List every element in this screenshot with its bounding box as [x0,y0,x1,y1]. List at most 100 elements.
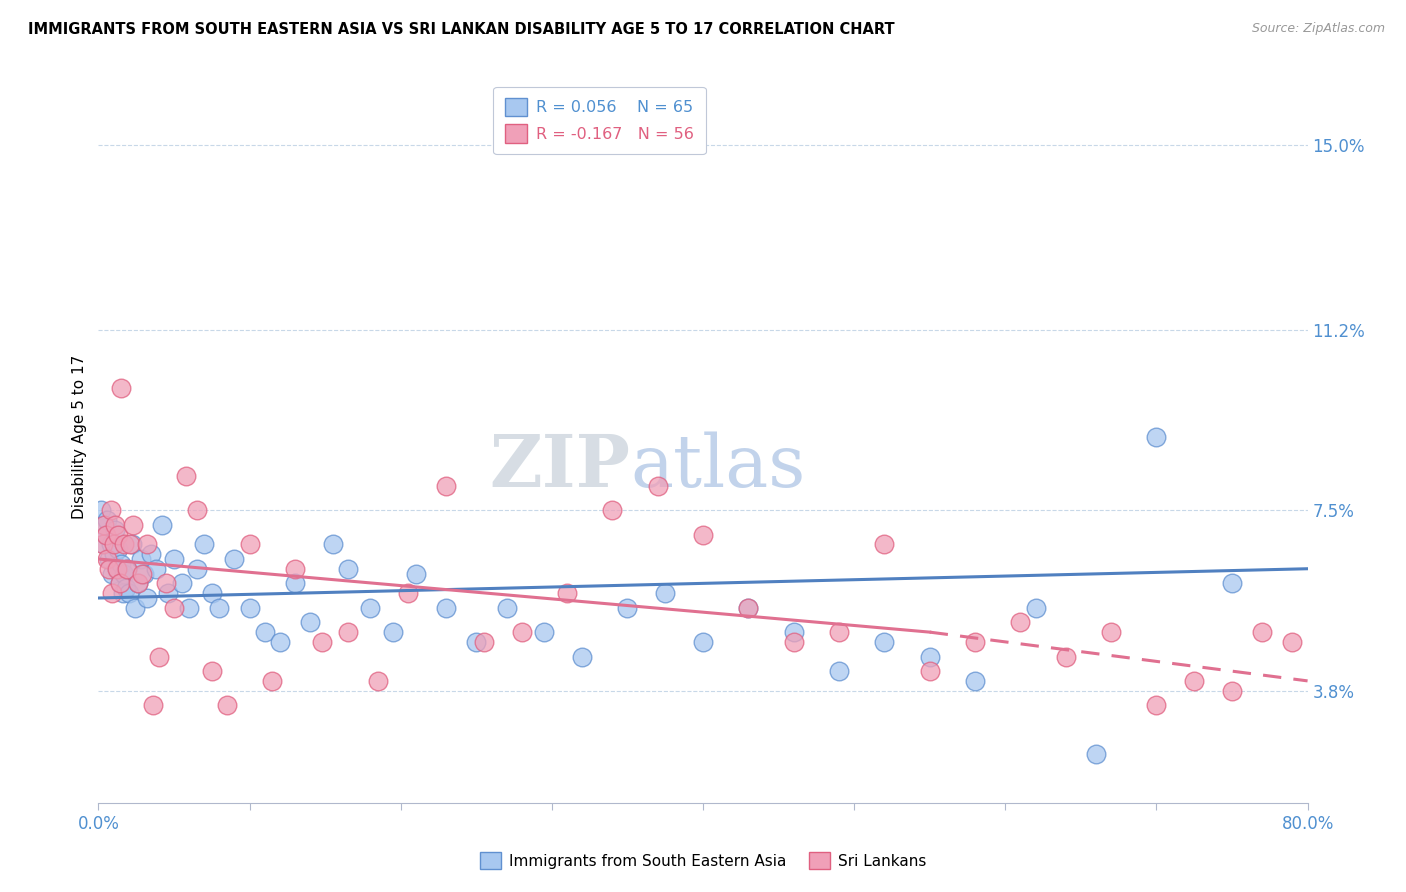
Point [131,566,153,581]
Text: atlas: atlas [630,431,806,501]
Y-axis label: Disability Age 5 to 17: Disability Age 5 to 17 [72,355,87,519]
Point [186,562,208,576]
Point [215,698,238,713]
Point [90,503,112,517]
Point [142,698,165,713]
Point [737,600,759,615]
Point [107,527,129,541]
Point [96,513,118,527]
Point [253,625,276,640]
Point [98,552,121,566]
Point [114,581,136,595]
Point [201,586,224,600]
Point [360,600,382,615]
Point [115,562,138,576]
Point [965,673,987,688]
Point [132,566,155,581]
Point [336,625,359,640]
Point [105,562,128,576]
Point [145,562,167,576]
Point [224,552,246,566]
Point [100,537,122,551]
Point [120,537,142,551]
Point [208,600,231,615]
Point [170,576,193,591]
Point [284,562,307,576]
Point [127,576,149,591]
Point [873,537,896,551]
Point [647,479,669,493]
Point [965,635,987,649]
Point [322,537,344,551]
Point [434,479,457,493]
Point [654,586,676,600]
Legend: R = 0.056    N = 65, R = -0.167   N = 56: R = 0.056 N = 65, R = -0.167 N = 56 [494,87,706,154]
Point [1144,698,1167,713]
Point [555,586,578,600]
Point [239,600,262,615]
Point [110,381,132,395]
Point [1010,615,1032,630]
Point [108,576,131,591]
Point [121,537,143,551]
Point [105,562,128,576]
Point [93,537,115,551]
Point [150,517,173,532]
Point [692,527,714,541]
Point [367,673,389,688]
Point [382,625,405,640]
Point [112,566,135,581]
Point [174,469,197,483]
Point [129,552,152,566]
Point [94,527,117,541]
Point [107,542,129,557]
Text: IMMIGRANTS FROM SOUTH EASTERN ASIA VS SRI LANKAN DISABILITY AGE 5 TO 17 CORRELAT: IMMIGRANTS FROM SOUTH EASTERN ASIA VS SR… [28,22,894,37]
Point [110,557,132,571]
Point [336,562,359,576]
Point [100,503,122,517]
Point [103,547,125,561]
Point [1085,747,1108,761]
Point [405,566,427,581]
Point [91,517,114,532]
Point [1281,635,1303,649]
Point [1220,683,1243,698]
Point [692,635,714,649]
Point [465,635,488,649]
Point [828,625,851,640]
Point [104,517,127,532]
Point [101,586,124,600]
Point [783,635,806,649]
Point [156,586,179,600]
Point [118,586,141,600]
Point [495,600,517,615]
Point [127,576,149,591]
Point [311,635,333,649]
Point [1099,625,1122,640]
Point [1220,576,1243,591]
Point [1054,649,1077,664]
Point [396,586,419,600]
Point [602,503,624,517]
Point [299,615,322,630]
Point [96,552,118,566]
Point [122,517,145,532]
Point [1024,600,1046,615]
Point [111,586,134,600]
Point [186,503,208,517]
Point [918,664,941,678]
Point [108,576,131,591]
Point [918,649,941,664]
Point [737,600,759,615]
Point [124,600,146,615]
Point [193,537,215,551]
Point [101,566,124,581]
Point [1144,430,1167,444]
Point [239,537,262,551]
Point [201,664,224,678]
Point [104,523,127,537]
Point [571,649,593,664]
Point [112,537,135,551]
Point [94,527,117,541]
Point [155,576,177,591]
